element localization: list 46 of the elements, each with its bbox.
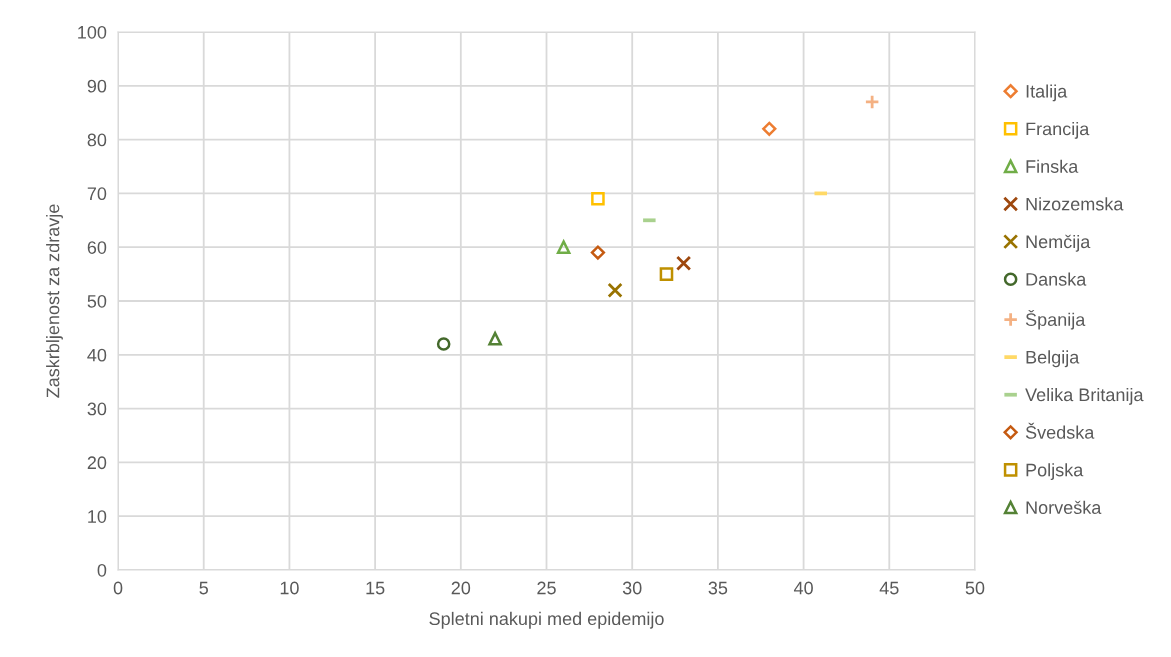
x-tick-label: 40 [793, 581, 813, 595]
y-tick-label: 20 [87, 456, 107, 470]
y-tick-label: 70 [87, 187, 107, 201]
x-tick-label: 15 [366, 581, 385, 595]
y-axis-title: Zaskrbljenost za zdravje [46, 204, 63, 398]
y-tick-label: 80 [87, 133, 107, 147]
x-tick-label: 35 [708, 581, 728, 595]
x-tick-label: 20 [451, 581, 471, 595]
y-tick-label: 90 [87, 79, 107, 93]
legend-label: Danska [1026, 272, 1087, 286]
point [488, 331, 502, 346]
legend-label: Švedska [1025, 422, 1095, 439]
x-tick-label: 45 [879, 581, 899, 595]
point [659, 267, 674, 281]
x-tick-label: 5 [199, 581, 208, 595]
legend-label: Nizozemska [1026, 197, 1124, 211]
x-tick-label: 0 [113, 581, 123, 595]
y-tick-label: 0 [97, 563, 107, 577]
legend-label: Norveška [1026, 500, 1102, 514]
point [556, 240, 571, 255]
point [762, 121, 777, 136]
point [675, 255, 692, 271]
y-tick-label: 50 [87, 294, 107, 308]
legend-label: Finska [1026, 159, 1079, 173]
y-tick-label: 40 [87, 348, 107, 362]
x-axis-title: Spletni nakupi med epidemijo [429, 611, 664, 629]
point [436, 337, 451, 351]
legend-label: Italija [1026, 84, 1068, 102]
legend-label: Poljska [1026, 463, 1084, 480]
y-tick-label: 10 [88, 510, 107, 523]
legend-label: Španija [1025, 310, 1086, 330]
y-tick-label: 60 [87, 241, 107, 254]
legend-label: Nemčija [1026, 234, 1091, 252]
x-tick-label: 10 [280, 581, 299, 595]
point [864, 94, 880, 110]
y-tick-label: 100 [78, 25, 107, 39]
legend-label: Belgija [1026, 350, 1080, 368]
x-tick-label: 30 [622, 581, 642, 595]
point [591, 191, 605, 206]
legend-label: Velika Britanija [1025, 387, 1144, 405]
x-tick-label: 25 [537, 581, 556, 595]
point [590, 245, 606, 260]
legend-label: Francija [1026, 122, 1090, 139]
x-tick-label: 50 [965, 581, 985, 595]
y-tick-label: 30 [87, 402, 107, 416]
point [607, 282, 623, 298]
